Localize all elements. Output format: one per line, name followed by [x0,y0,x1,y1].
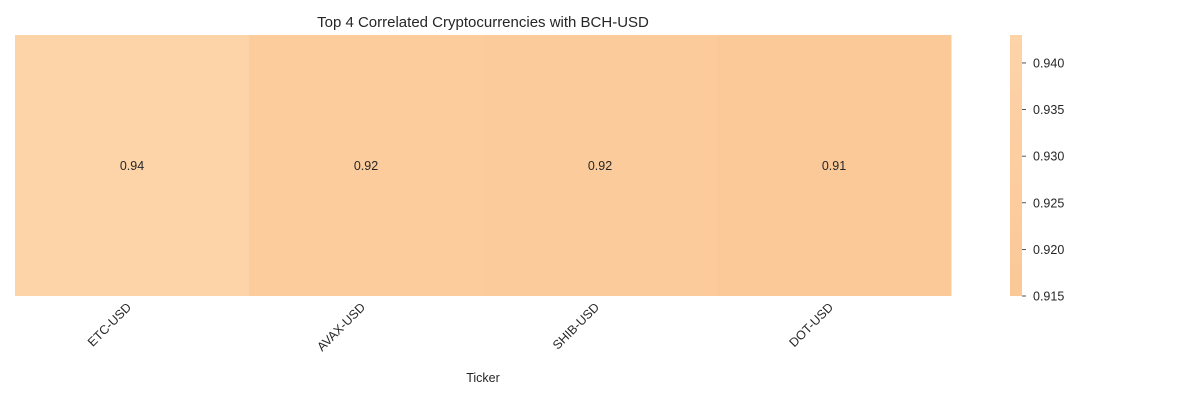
colorbar-tick-label: 0.930 [1033,150,1064,164]
x-tick-label: DOT-USD [786,300,836,350]
colorbar-tick-label: 0.935 [1033,103,1064,117]
colorbar-tick-label: 0.925 [1033,196,1064,210]
colorbar-tick-label: 0.920 [1033,243,1064,257]
x-tick-label: ETC-USD [85,300,134,349]
cell-value-label: 0.94 [120,159,144,173]
x-tick-label: AVAX-USD [314,300,368,354]
chart-title: Top 4 Correlated Cryptocurrencies with B… [317,14,649,31]
x-axis-label: Ticker [466,371,500,385]
heatmap-cell [717,35,952,296]
heatmap-cell [483,35,718,296]
cell-value-label: 0.91 [822,159,846,173]
x-axis-tick-labels: ETC-USD AVAX-USD SHIB-USD DOT-USD [85,300,836,354]
colorbar-tick-labels: 0.915 0.920 0.925 0.930 0.935 0.940 [1022,56,1064,304]
heatmap-cell-labels: 0.94 0.92 0.92 0.91 [120,159,846,173]
cell-value-label: 0.92 [588,159,612,173]
cell-value-label: 0.92 [354,159,378,173]
heatmap-cell [15,35,250,296]
colorbar [1010,35,1022,296]
colorbar-tick-label: 0.940 [1033,56,1064,70]
colorbar-tick-label: 0.915 [1033,290,1064,304]
heatmap-cells [15,35,952,296]
heatmap-cell [249,35,484,296]
x-tick-label: SHIB-USD [550,300,602,352]
